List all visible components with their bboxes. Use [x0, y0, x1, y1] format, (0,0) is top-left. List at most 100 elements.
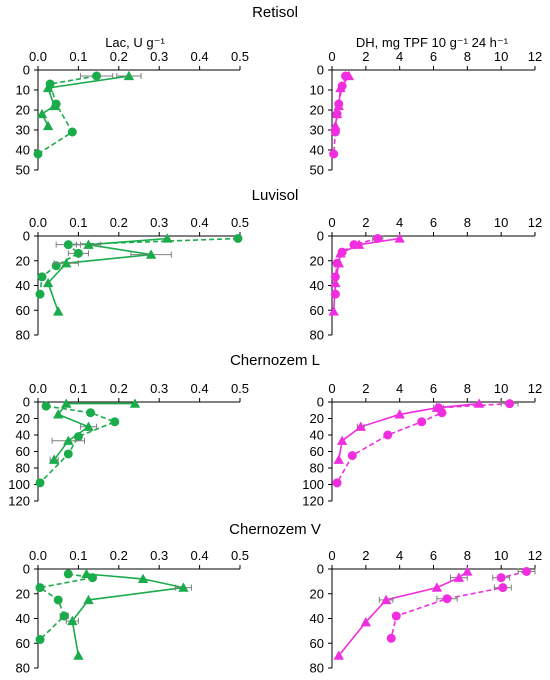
y-tick-label: 40 [310, 611, 324, 626]
data-point [380, 594, 392, 605]
x-tick-label: 4 [396, 215, 403, 230]
data-point [328, 306, 339, 316]
y-tick-label: 80 [16, 328, 30, 343]
data-point [343, 70, 355, 81]
y-tick-label: 40 [16, 143, 30, 158]
x-tick-label: 0.2 [110, 215, 128, 230]
data-point [394, 233, 405, 243]
data-point [431, 582, 443, 592]
y-tick-label: 50 [310, 163, 324, 178]
data-point [498, 583, 508, 593]
data-point [522, 566, 532, 576]
data-point [59, 611, 69, 621]
y-tick-label: 60 [16, 303, 30, 318]
series-circle [332, 399, 519, 488]
data-point [336, 435, 348, 445]
data-point [86, 408, 96, 418]
y-tick-label: 10 [310, 83, 324, 98]
y-tick-label: 40 [310, 278, 324, 293]
series-triangle [330, 70, 355, 131]
data-point [335, 82, 346, 93]
x-tick-label: 6 [430, 215, 437, 230]
lac-panel-retisol: 0.0 0.1 0.2 0.3 0.4 0.5 0 10 20 30 40 50 [16, 49, 250, 178]
data-point [37, 272, 47, 282]
y-tick-label: 60 [310, 303, 324, 318]
data-point [332, 478, 342, 488]
x-tick-label: 2 [362, 381, 369, 396]
y-tick-label: 20 [310, 103, 324, 118]
data-point [53, 306, 64, 316]
x-tick-label: 0.1 [69, 49, 87, 64]
y-tick-label: 80 [16, 661, 30, 676]
y-tick-label: 20 [310, 586, 324, 601]
data-point [442, 594, 452, 604]
x-tick-label: 8 [464, 215, 471, 230]
x-tick-label: 0.0 [29, 215, 47, 230]
series-line [332, 237, 400, 312]
x-tick-label: 10 [494, 49, 508, 64]
data-point [53, 595, 63, 605]
data-point [83, 239, 94, 249]
series-line [390, 570, 527, 639]
x-tick-label: 0.3 [150, 381, 168, 396]
y-tick-label: 50 [16, 163, 30, 178]
x-tick-label: 6 [430, 49, 437, 64]
y-tick-label: 40 [310, 143, 324, 158]
series-line [39, 237, 239, 295]
series-line [71, 573, 184, 656]
x-tick-label: 0.4 [191, 215, 209, 230]
series-triangle [36, 70, 142, 131]
x-tick-label: 0.4 [191, 49, 209, 64]
data-point [83, 594, 94, 605]
data-point [35, 583, 45, 593]
series-triangle [333, 398, 485, 464]
data-point [67, 127, 77, 137]
x-tick-label: 0.4 [191, 381, 209, 396]
y-tick-label: 40 [16, 428, 30, 443]
y-tick-label: 100 [8, 477, 30, 492]
data-point [355, 421, 366, 431]
x-tick-label: 10 [494, 548, 508, 563]
dh-panel-chernozem-v: 0 2 4 6 8 10 12 0 20 40 60 80 [310, 548, 543, 676]
data-point [92, 71, 102, 81]
data-point [330, 120, 341, 131]
row-title-chernozem-v: Chernozem V [229, 521, 321, 538]
data-point [383, 430, 393, 440]
x-tick-label: 0.1 [69, 215, 87, 230]
data-point [137, 573, 149, 584]
data-point [36, 108, 48, 119]
data-point [42, 120, 54, 131]
y-tick-label: 0 [317, 562, 324, 577]
x-tick-label: 0.2 [110, 49, 128, 64]
x-tick-label: 10 [494, 215, 508, 230]
series-line [47, 237, 168, 312]
data-point [67, 615, 78, 626]
y-tick-label: 0 [317, 395, 324, 410]
row-chernozem-l: Chernozem L0.0 0.1 0.2 0.3 0.4 0.502040608010… [8, 352, 542, 509]
y-tick-label: 40 [310, 428, 324, 443]
data-point [73, 650, 84, 660]
data-point [330, 277, 341, 288]
series-circle [386, 566, 536, 643]
x-tick-label: 10 [494, 381, 508, 396]
data-point [63, 569, 73, 579]
data-point [391, 611, 401, 621]
x-tick-label: 0.2 [110, 381, 128, 396]
y-tick-label: 10 [16, 83, 30, 98]
y-tick-label: 60 [310, 636, 324, 651]
data-point [53, 409, 64, 419]
data-point [347, 451, 357, 461]
y-tick-label: 80 [310, 328, 324, 343]
y-tick-label: 30 [16, 123, 30, 138]
y-tick-label: 20 [16, 103, 30, 118]
row-title-chernozem-l: Chernozem L [230, 352, 320, 369]
x-tick-label: 8 [464, 548, 471, 563]
y-tick-label: 20 [16, 253, 30, 268]
x-tick-label: 6 [430, 381, 437, 396]
row-luvisol: Luvisol 0.0 0.1 0.2 0.3 0.4 0.5 0 20 40 60 80 0 2 4 6 8 1… [16, 187, 543, 343]
x-tick-label: 12 [528, 215, 542, 230]
data-point [353, 239, 365, 249]
